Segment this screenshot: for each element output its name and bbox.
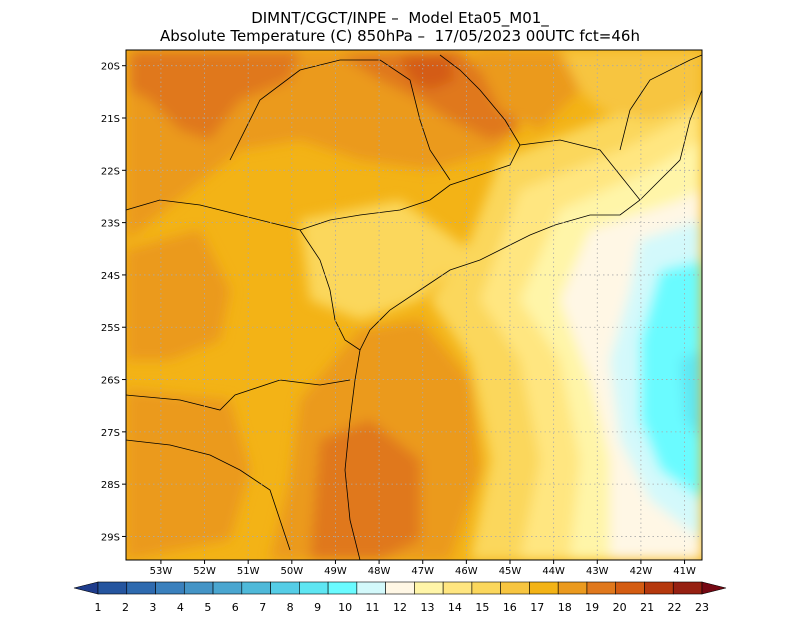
lon-tick-label: 44W (542, 566, 565, 577)
colorbar-label: 16 (503, 601, 517, 614)
colorbar-swatch (529, 581, 559, 595)
lon-tick-label: 41W (673, 566, 696, 577)
lon-tick-label: 42W (630, 566, 653, 577)
lon-tick-label: 51W (237, 566, 260, 577)
border-rio-grande (126, 439, 291, 551)
lat-tick-label: 29S (101, 532, 120, 543)
temperature-field (126, 50, 702, 560)
map-grid (126, 50, 702, 560)
colorbar-label: 1 (95, 601, 102, 614)
colorbar-swatch (155, 581, 185, 595)
colorbar-swatch (442, 581, 473, 595)
lat-tick-label: 25S (101, 323, 120, 334)
colorbar-label: 7 (259, 601, 266, 614)
colorbar-label: 3 (149, 601, 156, 614)
colorbar-swatch (299, 581, 329, 595)
colorbar-label: 5 (204, 601, 211, 614)
coastline (344, 89, 702, 560)
colorbar-swatch (471, 581, 501, 595)
border-santa-catarina (126, 379, 351, 411)
lat-tick-label: 21S (101, 114, 120, 125)
field-zone-9-east (680, 350, 702, 440)
lon-tick-label: 53W (150, 566, 173, 577)
colorbar-swatch (97, 581, 128, 595)
colorbar-label: 12 (393, 601, 407, 614)
colorbar-label: 2 (122, 601, 129, 614)
colorbar-label: 22 (668, 601, 682, 614)
colorbar-label: 6 (232, 601, 239, 614)
colorbar-swatch (586, 581, 617, 595)
colorbar-label: 14 (448, 601, 462, 614)
lat-tick-label: 28S (101, 480, 120, 491)
colorbar-swatch (672, 581, 703, 595)
field-zone-10-east (640, 260, 702, 500)
colorbar-swatch (212, 581, 243, 595)
colorbar-swatch (701, 581, 727, 595)
field-zone-19-ne (340, 50, 520, 140)
colorbar-label: 17 (530, 601, 544, 614)
lat-tick-label: 24S (101, 271, 120, 282)
field-zone-15-center (300, 200, 470, 320)
lon-tick-label: 49W (324, 566, 347, 577)
colorbar-label: 15 (475, 601, 489, 614)
field-zone-19-nw (130, 50, 300, 140)
axis-ticks: 20S 21S 22S 23S 24S 25S 26S 27S 28S 29S 53W 52W 51W 5… (101, 62, 696, 577)
lon-tick-label: 48W (368, 566, 391, 577)
lat-tick-label: 22S (101, 166, 120, 177)
colorbar-swatch (385, 581, 415, 595)
colorbar-swatch (183, 581, 214, 595)
colorbar-label: 23 (695, 601, 709, 614)
lon-tick-label: 45W (499, 566, 522, 577)
lon-tick-label: 46W (455, 566, 478, 577)
border-espirito-santo (619, 54, 702, 151)
lon-tick-label: 52W (193, 566, 216, 577)
field-zone-20-peak (400, 55, 455, 90)
field-zone-19-south (310, 420, 420, 560)
colorbar-label: 20 (613, 601, 627, 614)
border-minas-west (229, 59, 451, 181)
lon-tick-label: 43W (586, 566, 609, 577)
lat-tick-label: 20S (101, 62, 120, 73)
colorbar-swatch (414, 581, 444, 595)
colorbar: 1 2 3 4 5 6 7 8 9 10 11 12 13 14 15 16 17 18 19 20 21 22 23 (73, 581, 727, 614)
colorbar-swatch (500, 581, 530, 595)
colorbar-swatch (270, 581, 300, 595)
border-sao-paulo (299, 54, 521, 231)
lon-tick-label: 47W (411, 566, 434, 577)
colorbar-label: 10 (338, 601, 352, 614)
colorbar-swatch (126, 581, 156, 595)
colorbar-label: 8 (287, 601, 294, 614)
colorbar-label: 18 (558, 601, 572, 614)
map-title-line-2: Absolute Temperature (C) 850hPa – 17/05/… (160, 27, 640, 45)
colorbar-label: 21 (640, 601, 654, 614)
field-zone-16-ne (560, 50, 702, 120)
map-borders (126, 54, 702, 560)
border-rio (519, 139, 641, 201)
map-frame (125, 49, 703, 561)
map-title-line-1: DIMNT/CGCT/INPE – Model Eta05_M01_ (251, 9, 549, 27)
colorbar-swatch (615, 581, 645, 595)
lat-tick-label: 23S (101, 219, 120, 230)
colorbar-label: 19 (585, 601, 599, 614)
colorbar-label: 13 (420, 601, 434, 614)
lat-tick-label: 27S (101, 428, 120, 439)
field-zone-18-southwest (126, 390, 250, 560)
lon-tick-label: 50W (281, 566, 304, 577)
lat-tick-label: 26S (101, 376, 120, 387)
colorbar-label: 9 (314, 601, 321, 614)
colorbar-swatch (644, 581, 674, 595)
field-zone-18-ne (470, 50, 580, 130)
colorbar-label: 11 (366, 601, 380, 614)
colorbar-swatch (73, 581, 99, 595)
colorbar-swatch (557, 581, 588, 595)
colorbar-swatch (356, 581, 386, 595)
colorbar-swatch (327, 581, 358, 595)
colorbar-label: 4 (177, 601, 184, 614)
colorbar-swatch (241, 581, 271, 595)
